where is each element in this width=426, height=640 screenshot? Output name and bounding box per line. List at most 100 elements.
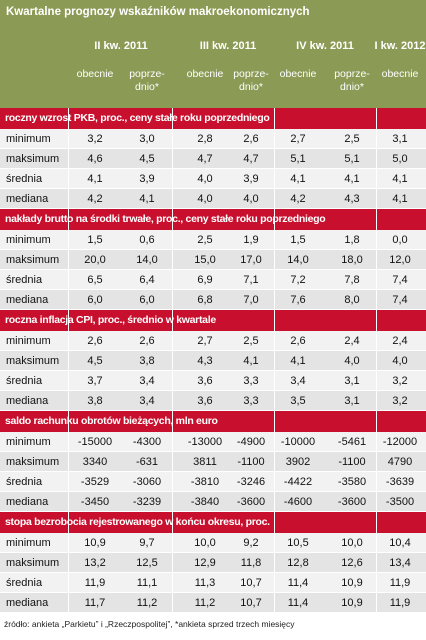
row-label: minimum bbox=[6, 335, 51, 347]
column-subheader: poprze- bbox=[334, 68, 370, 80]
table-row bbox=[0, 290, 426, 310]
cell-value: 6,5 bbox=[87, 274, 103, 286]
cell-value: 2,6 bbox=[243, 133, 259, 145]
cell-value: 3,2 bbox=[392, 395, 408, 407]
cell-value: 2,6 bbox=[290, 335, 306, 347]
cell-value: 18,0 bbox=[341, 254, 363, 266]
row-label: średnia bbox=[6, 173, 43, 185]
section-title: roczny wzrost PKB, proc., ceny stałe rok… bbox=[0, 108, 426, 129]
row-label: mediana bbox=[6, 395, 49, 407]
cell-value: 3,0 bbox=[139, 133, 155, 145]
cell-value: -13000 bbox=[187, 436, 223, 448]
cell-value: 4,1 bbox=[290, 173, 306, 185]
cell-value: 12,8 bbox=[287, 557, 309, 569]
cell-value: -4900 bbox=[236, 436, 266, 448]
row-label: minimum bbox=[6, 234, 51, 246]
cell-value: 0,0 bbox=[392, 234, 408, 246]
row-label: średnia bbox=[6, 577, 43, 589]
cell-value: 4,1 bbox=[139, 193, 155, 205]
table-row bbox=[0, 432, 426, 452]
cell-value: -4300 bbox=[132, 436, 162, 448]
section-title: nakłady brutto na środki trwałe, proc., … bbox=[0, 209, 426, 230]
column-divider bbox=[376, 108, 377, 613]
cell-value: -5461 bbox=[337, 436, 367, 448]
header-background bbox=[0, 0, 426, 108]
cell-value: -3840 bbox=[190, 496, 220, 508]
cell-value: 11,9 bbox=[84, 577, 106, 589]
cell-value: -3600 bbox=[337, 496, 367, 508]
cell-value: 3,8 bbox=[139, 355, 155, 367]
cell-value: 1,8 bbox=[344, 234, 360, 246]
cell-value: 3,5 bbox=[290, 395, 306, 407]
cell-value: 4,1 bbox=[392, 193, 408, 205]
cell-value: 4790 bbox=[387, 456, 413, 468]
cell-value: 2,4 bbox=[392, 335, 408, 347]
cell-value: 2,5 bbox=[243, 335, 259, 347]
cell-value: 10,9 bbox=[341, 577, 363, 589]
table-row bbox=[0, 149, 426, 169]
row-label: maksimum bbox=[6, 153, 60, 165]
cell-value: 7,1 bbox=[243, 274, 259, 286]
cell-value: 6,8 bbox=[197, 294, 213, 306]
column-divider bbox=[172, 108, 173, 613]
cell-value: 9,7 bbox=[139, 537, 155, 549]
cell-value: 2,5 bbox=[344, 133, 360, 145]
table-row bbox=[0, 169, 426, 189]
cell-value: -3810 bbox=[190, 476, 220, 488]
row-label: minimum bbox=[6, 133, 51, 145]
cell-value: 3,4 bbox=[139, 375, 155, 387]
cell-value: 6,0 bbox=[139, 294, 155, 306]
column-subheader: dnio* bbox=[239, 81, 263, 93]
row-label: maksimum bbox=[6, 456, 60, 468]
table-row bbox=[0, 371, 426, 391]
cell-value: 5,1 bbox=[344, 153, 360, 165]
cell-value: -3450 bbox=[80, 496, 110, 508]
cell-value: 12,6 bbox=[341, 557, 363, 569]
cell-value: 11,9 bbox=[389, 577, 411, 589]
cell-value: 11,4 bbox=[287, 597, 309, 609]
cell-value: 12,0 bbox=[389, 254, 411, 266]
table-row bbox=[0, 553, 426, 573]
cell-value: 11,4 bbox=[287, 577, 309, 589]
cell-value: 5,1 bbox=[290, 153, 306, 165]
cell-value: 1,9 bbox=[243, 234, 259, 246]
table-row bbox=[0, 533, 426, 553]
cell-value: 3,6 bbox=[197, 395, 213, 407]
cell-value: 3,3 bbox=[243, 375, 259, 387]
cell-value: -15000 bbox=[77, 436, 113, 448]
row-label: maksimum bbox=[6, 355, 60, 367]
cell-value: 4,0 bbox=[344, 355, 360, 367]
cell-value: 7,0 bbox=[243, 294, 259, 306]
cell-value: -1100 bbox=[237, 456, 265, 468]
table-row bbox=[0, 250, 426, 270]
column-subheader: poprze- bbox=[233, 68, 269, 80]
cell-value: 4,6 bbox=[87, 153, 103, 165]
column-subheader: obecnie bbox=[279, 68, 317, 80]
cell-value: 1,5 bbox=[87, 234, 103, 246]
cell-value: 2,6 bbox=[139, 335, 155, 347]
cell-value: 7,8 bbox=[344, 274, 360, 286]
cell-value: -631 bbox=[135, 456, 159, 468]
cell-value: -3500 bbox=[385, 496, 415, 508]
cell-value: 11,3 bbox=[194, 577, 216, 589]
table-row bbox=[0, 331, 426, 351]
table-row bbox=[0, 452, 426, 472]
cell-value: 3,9 bbox=[139, 173, 155, 185]
cell-value: 2,6 bbox=[87, 335, 103, 347]
cell-value: 2,7 bbox=[290, 133, 306, 145]
column-subheader: obecnie bbox=[76, 68, 114, 80]
table-row bbox=[0, 270, 426, 290]
table-row bbox=[0, 129, 426, 149]
cell-value: -3060 bbox=[132, 476, 162, 488]
cell-value: -1100 bbox=[338, 456, 366, 468]
row-label: mediana bbox=[6, 496, 49, 508]
cell-value: 3,1 bbox=[344, 395, 360, 407]
table-row bbox=[0, 593, 426, 613]
table-row bbox=[0, 573, 426, 593]
row-label: minimum bbox=[6, 537, 51, 549]
cell-value: 4,3 bbox=[197, 355, 213, 367]
cell-value: 10,7 bbox=[240, 577, 262, 589]
column-group: III kw. 2011 bbox=[199, 40, 257, 52]
cell-value: 3,1 bbox=[392, 133, 408, 145]
